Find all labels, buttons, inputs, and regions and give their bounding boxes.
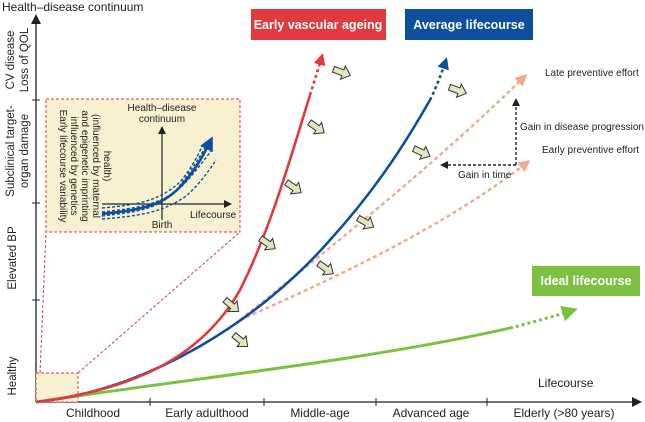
y-stage-elevated-bp: Elevated BP [7,226,19,290]
gain-progression-label: Gain in disease progression [520,122,644,133]
inset-side-text-1: Early lifecourse variability [57,110,68,223]
inset-y-label-2: continuum [139,114,185,125]
late-preventive-label: Late preventive effort [545,68,639,79]
ideal-lifecourse-text: Ideal lifecourse [540,274,631,288]
inset-curve-dashed [101,145,207,217]
shift-arrow [281,176,306,199]
inset-connector [77,231,241,374]
inset-side-text-3: and epigenetic imprinting [79,110,90,221]
shift-arrow [313,257,338,280]
average-lifecourse-text: Average lifecourse [413,18,524,32]
inset-side-text-5: health) [101,151,112,182]
y-stage-healthy: Healthy [7,356,19,395]
shift-arrow [228,328,253,353]
shift-arrow [304,116,329,139]
ideal-lifecourse-curve [35,326,511,404]
inset-panel: Early lifecourse variability influenced … [45,98,241,233]
early-vascular-ageing-curve [35,94,312,404]
early-preventive-curve [239,160,531,322]
y-axis-title: Health–disease continuum [2,0,143,14]
early-preventive-label: Early preventive effort [542,145,639,156]
x-stage-elderly: Elderly (>80 years) [513,406,614,420]
average-lifecourse-curve-dotted [428,57,449,101]
inset-curve-main [101,136,213,216]
inset-connector [39,231,47,374]
inset-side-text-4: (influenced by maternal [90,114,101,218]
early-vascular-ageing-label: Early vascular ageing [251,9,386,40]
early-vascular-ageing-curve-dotted [308,53,326,96]
x-stage-middle-age: Middle-age [290,406,350,420]
ideal-lifecourse-curve-dotted [509,305,578,330]
shift-arrow [330,62,354,83]
y-stage-subclinical-1: Subclinical target- [5,105,17,197]
early-vascular-ageing-text: Early vascular ageing [254,18,383,32]
shift-arrow [446,80,470,101]
inset-side-text-2: influenced by genetics [68,117,79,216]
ideal-lifecourse-label: Ideal lifecourse [532,266,640,296]
y-stage-subclinical-2: organ damage [19,114,31,188]
late-preventive-curve [239,73,528,321]
inset-curve-dashed [101,159,217,220]
x-axis-title: Lifecourse [538,376,594,390]
inset-y-label-1: Health–disease [128,103,197,114]
shift-arrow [410,141,434,164]
inset-x-label: Lifecourse [190,210,237,221]
gain-time-label: Gain in time [458,170,512,181]
average-lifecourse-label: Average lifecourse [405,9,533,40]
x-stage-advanced-age: Advanced age [393,406,470,420]
y-stage-loss-qol: Loss of QOL [19,27,31,92]
x-stage-childhood: Childhood [66,406,120,420]
y-stage-cv-disease: CV disease [5,31,17,90]
shift-arrow [354,211,378,234]
inset-birth-label: Birth [152,220,173,231]
x-stage-early-adulthood: Early adulthood [165,406,248,420]
